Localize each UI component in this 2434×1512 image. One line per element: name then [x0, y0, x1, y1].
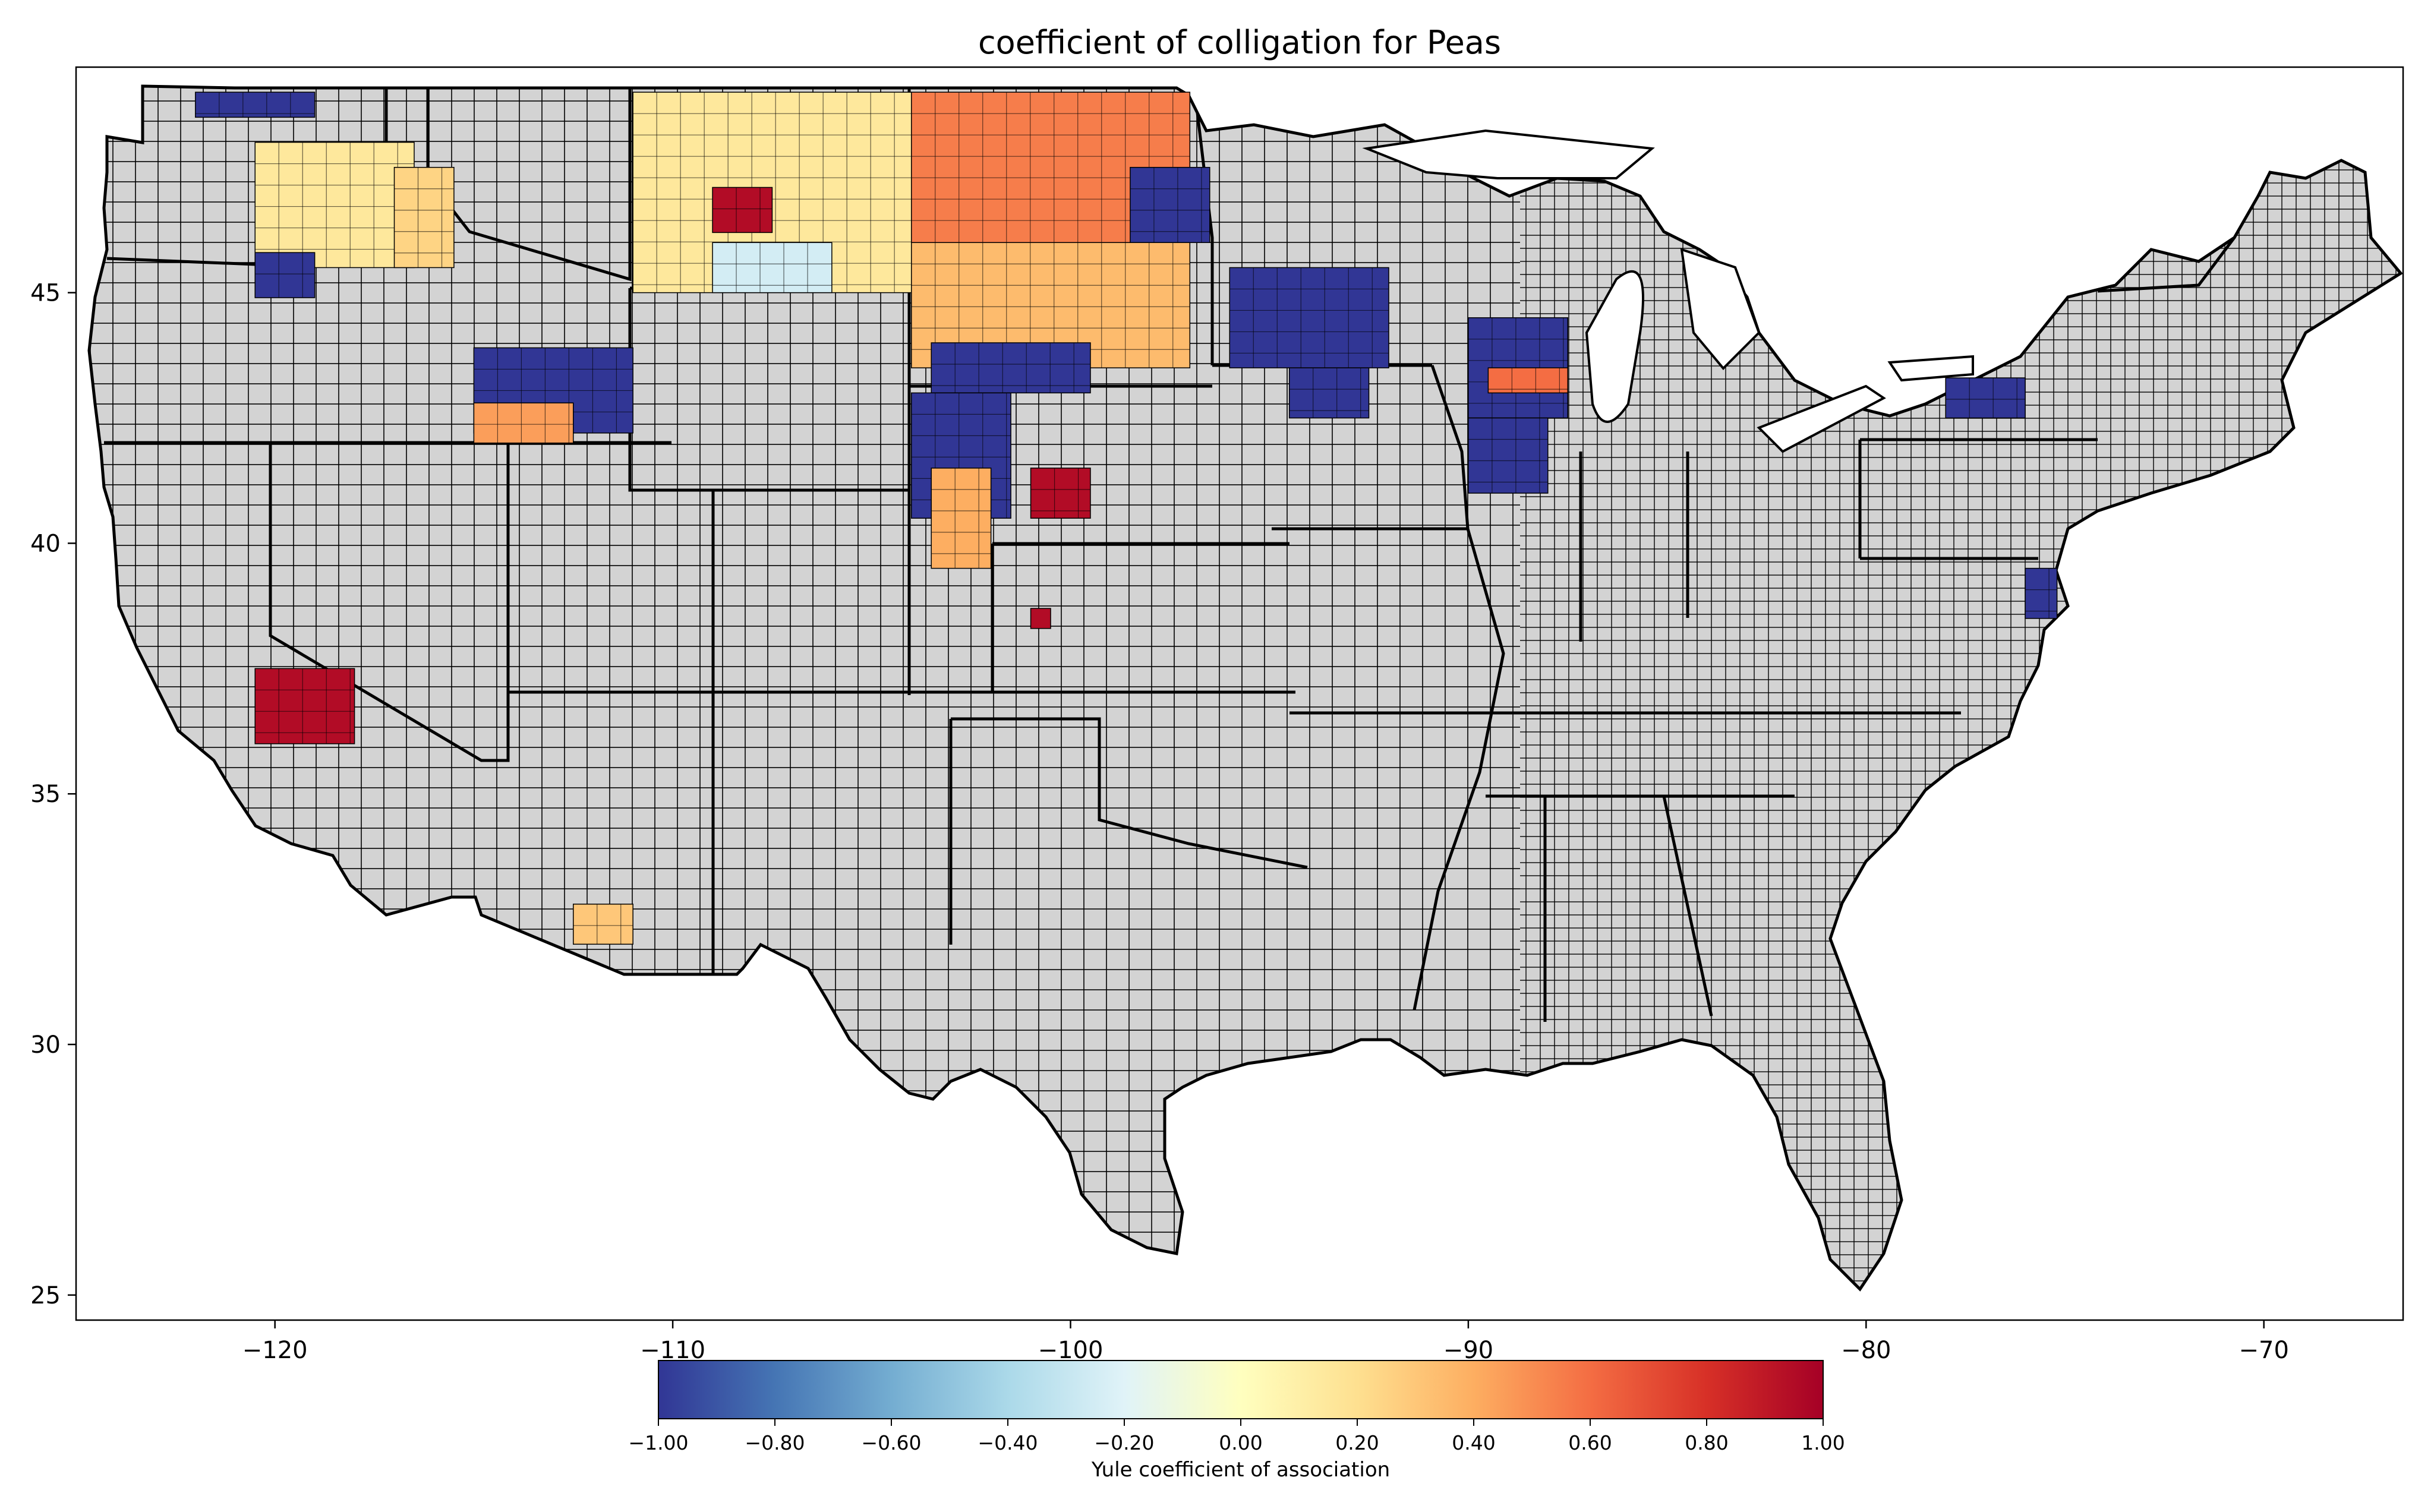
colorbar-tick-label: 1.00 — [1801, 1431, 1845, 1454]
region-21 — [1468, 417, 1549, 494]
region-24 — [1945, 377, 2026, 419]
lake-michigan — [1585, 270, 1644, 423]
x-tick-label: −70 — [2238, 1337, 2288, 1364]
region-15 — [931, 468, 992, 569]
region-23 — [573, 904, 633, 945]
region-5 — [473, 402, 574, 444]
x-tick-label: −90 — [1443, 1337, 1493, 1364]
colorbar-tick-label: 0.80 — [1685, 1431, 1728, 1454]
region-1 — [254, 141, 415, 269]
x-tick-label: −80 — [1841, 1337, 1891, 1364]
state-line-ok-tx — [951, 717, 1308, 869]
lake-ontario — [1887, 355, 1974, 382]
region-25 — [2025, 567, 2058, 619]
state-line-ms-river — [1413, 365, 1505, 1011]
colorbar-tick-label: 0.00 — [1219, 1431, 1262, 1454]
region-22 — [254, 668, 355, 744]
region-17 — [1229, 267, 1389, 368]
state-line-mn-wi — [1193, 87, 1214, 365]
colorbar-tick-label: 0.40 — [1452, 1431, 1495, 1454]
region-10 — [1130, 166, 1210, 244]
colorbar-tick-label: −0.80 — [745, 1431, 805, 1454]
state-line-id-mt — [426, 88, 632, 282]
colorbar-gradient — [658, 1360, 1824, 1419]
y-tick-label: 35 — [30, 781, 61, 808]
colorbar-tick-label: −0.20 — [1094, 1431, 1154, 1454]
x-tick-label: −110 — [640, 1337, 705, 1364]
colorbar: −1.00 −0.80 −0.60 −0.40 −0.20 0.00 0.20 0.40 0.6… — [628, 1360, 1845, 1482]
y-tick-label: 30 — [30, 1031, 61, 1059]
lake-huron — [1680, 248, 1761, 370]
colorbar-tick-label: 0.20 — [1335, 1431, 1379, 1454]
colorbar-tick-label: −1.00 — [628, 1431, 688, 1454]
x-axis: −120 −110 −100 −90 −80 −70 — [242, 1320, 2289, 1364]
colorbar-label: Yule coefficient of association — [1091, 1458, 1390, 1482]
state-line-ga-fl — [1662, 796, 1713, 1017]
region-2 — [254, 252, 316, 298]
x-tick-label: −100 — [1038, 1337, 1104, 1364]
lake-erie — [1757, 384, 1886, 453]
state-line-nv — [269, 443, 510, 762]
state-line-new-england — [2097, 236, 2236, 293]
chart-title: coefficient of colligation for Peas — [978, 24, 1501, 61]
great-lakes — [1362, 129, 1974, 453]
y-tick-label: 45 — [30, 280, 61, 307]
region-0 — [195, 91, 316, 118]
region-12 — [931, 342, 1091, 394]
y-tick-label: 25 — [30, 1282, 61, 1309]
colorbar-tick-label: −0.60 — [861, 1431, 921, 1454]
region-8 — [712, 242, 833, 293]
colored-regions — [195, 91, 2058, 945]
region-7 — [712, 187, 773, 233]
y-axis: 25 30 35 40 45 — [30, 280, 76, 1309]
region-18 — [1288, 367, 1370, 419]
colorbar-tick-label: 0.60 — [1568, 1431, 1612, 1454]
region-3 — [393, 166, 455, 269]
region-20 — [1487, 367, 1569, 394]
y-tick-label: 40 — [30, 530, 61, 557]
region-14 — [1030, 468, 1091, 519]
colorbar-ticks: −1.00 −0.80 −0.60 −0.40 −0.20 0.00 0.20 0.40 0.6… — [628, 1419, 1845, 1454]
x-tick-label: −120 — [242, 1337, 308, 1364]
colorbar-tick-label: −0.40 — [978, 1431, 1038, 1454]
region-16 — [1030, 608, 1051, 629]
lake-superior — [1362, 129, 1655, 179]
